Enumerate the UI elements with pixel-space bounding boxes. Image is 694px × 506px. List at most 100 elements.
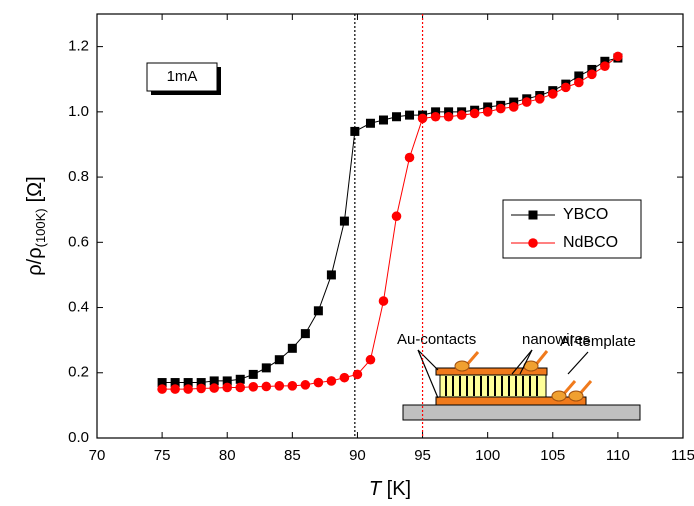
marker xyxy=(222,382,233,393)
legend-label: YBCO xyxy=(563,206,608,223)
x-axis-label-main: T xyxy=(369,478,383,500)
marker xyxy=(613,51,623,62)
x-tick-label: 110 xyxy=(606,447,630,464)
marker xyxy=(600,56,610,66)
x-axis-label-unit: [K] xyxy=(387,478,411,500)
marker xyxy=(274,381,285,391)
y-axis-label-sub: (100K) xyxy=(33,208,48,247)
marker xyxy=(482,107,493,117)
marker xyxy=(508,102,519,112)
x-tick-label: 95 xyxy=(414,447,431,464)
legend-marker xyxy=(528,210,538,220)
marker xyxy=(392,112,402,122)
marker xyxy=(483,102,493,112)
y-tick-label: 1.0 xyxy=(68,103,89,120)
marker xyxy=(521,97,532,107)
marker xyxy=(274,355,284,365)
marker xyxy=(600,61,610,71)
y-tick-label: 0.4 xyxy=(68,299,89,316)
y-tick-label: 0.0 xyxy=(68,429,89,446)
legend-marker xyxy=(528,238,538,248)
marker xyxy=(443,111,454,122)
marker xyxy=(574,71,584,81)
x-tick-label: 100 xyxy=(475,447,500,464)
marker xyxy=(196,378,206,388)
marker xyxy=(157,378,167,388)
x-tick-label: 80 xyxy=(219,447,236,464)
marker xyxy=(222,376,232,386)
marker xyxy=(352,369,363,380)
marker xyxy=(287,343,297,353)
marker xyxy=(209,383,219,393)
marker xyxy=(350,126,360,136)
marker xyxy=(235,374,245,384)
marker xyxy=(183,378,193,388)
y-tick-label: 0.6 xyxy=(68,233,89,250)
x-tick-label: 115 xyxy=(671,447,694,464)
marker xyxy=(326,270,336,280)
marker xyxy=(300,380,311,390)
legend-label: NdBCO xyxy=(563,234,618,251)
y-axis-label-main: ρ/ρ xyxy=(24,247,46,275)
x-tick-label: 105 xyxy=(540,447,565,464)
marker xyxy=(561,82,571,93)
marker xyxy=(313,377,324,388)
x-tick-label: 85 xyxy=(284,447,301,464)
marker xyxy=(587,64,597,74)
marker xyxy=(339,216,349,226)
marker xyxy=(235,382,246,393)
marker xyxy=(313,306,323,316)
marker xyxy=(444,107,454,117)
x-tick-label: 90 xyxy=(349,447,366,464)
marker xyxy=(405,110,415,120)
marker xyxy=(509,97,519,107)
marker xyxy=(170,378,180,388)
inset-diagram xyxy=(402,349,641,421)
y-axis-label-unit: [Ω] xyxy=(24,176,46,202)
marker xyxy=(261,363,271,373)
marker xyxy=(183,384,193,394)
y-tick-label: 0.2 xyxy=(68,364,89,381)
marker xyxy=(365,354,376,365)
marker xyxy=(248,369,258,379)
annotation: nanowires xyxy=(522,331,590,348)
marker xyxy=(391,211,402,222)
marker xyxy=(365,118,375,128)
y-tick-label: 0.8 xyxy=(68,168,89,185)
annotation: 1mA xyxy=(167,68,198,85)
marker xyxy=(430,111,441,122)
marker xyxy=(587,69,597,80)
y-axis-label: ρ/ρ(100K) [Ω] xyxy=(24,176,48,275)
annotation: Au-contacts xyxy=(397,331,476,348)
marker xyxy=(248,381,259,392)
marker xyxy=(339,372,350,383)
marker xyxy=(261,381,272,392)
marker xyxy=(157,384,167,394)
x-tick-label: 70 xyxy=(89,447,106,464)
marker xyxy=(469,108,480,119)
marker xyxy=(196,383,206,394)
marker xyxy=(300,329,310,339)
y-tick-label: 1.2 xyxy=(68,38,89,55)
marker xyxy=(547,89,558,99)
marker xyxy=(534,94,545,104)
marker xyxy=(431,107,441,117)
marker xyxy=(417,113,428,124)
marker xyxy=(378,115,388,125)
plot-frame xyxy=(96,13,684,439)
marker xyxy=(404,152,415,163)
annotation-box xyxy=(146,62,218,92)
marker xyxy=(574,77,584,88)
x-axis-label: T [K] xyxy=(369,478,411,500)
legend-box xyxy=(502,199,642,259)
marker xyxy=(326,376,337,386)
x-tick-label: 75 xyxy=(154,447,171,464)
marker xyxy=(170,384,180,394)
marker xyxy=(378,296,389,306)
marker xyxy=(287,381,298,391)
annotation: Al-template xyxy=(560,333,636,350)
marker xyxy=(456,110,467,120)
marker xyxy=(209,376,219,386)
marker xyxy=(495,103,506,114)
